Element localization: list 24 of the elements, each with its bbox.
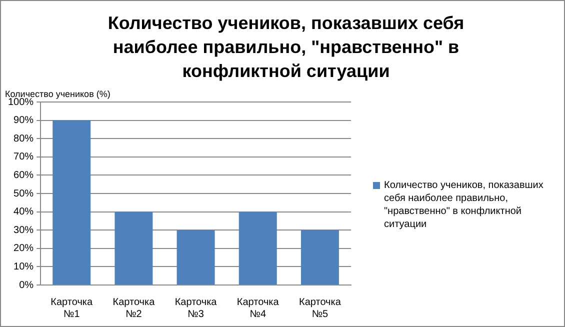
bar — [52, 120, 91, 284]
bar — [176, 230, 215, 284]
y-tick-label: 10% — [14, 261, 34, 272]
x-tick-label: Карточка №5 — [299, 296, 342, 320]
y-tick-label: 0% — [19, 280, 34, 291]
y-tick-label: 100% — [8, 96, 34, 108]
y-tick-label: 90% — [14, 115, 34, 126]
y-tick-label: 70% — [14, 152, 34, 163]
y-tick-label: 20% — [14, 243, 34, 254]
x-tick-label: Карточка №1 — [50, 296, 94, 320]
x-tick-label: Карточка №4 — [236, 296, 280, 320]
y-tick-label: 60% — [14, 170, 34, 181]
bar — [114, 212, 153, 284]
y-tick-label: 40% — [14, 206, 34, 218]
bar — [300, 230, 339, 284]
x-tick-label: Карточка №2 — [112, 296, 156, 320]
y-tick-label: 30% — [14, 224, 34, 236]
bar — [238, 212, 277, 284]
y-tick-label: 50% — [14, 188, 34, 200]
legend-label: Количество учеников, показавших себя наиболее правильно, "нравственно" в конфликтной ситуации — [384, 179, 544, 231]
x-tick-label: Карточка №3 — [174, 296, 218, 320]
chart-title: Количество учеников, показавших себя наиболее правильно, "нравственно" в конфликтной ситуации — [106, 12, 466, 83]
y-tick-label: 80% — [14, 133, 34, 144]
y-axis-title: Количество учеников (%) — [5, 89, 110, 99]
